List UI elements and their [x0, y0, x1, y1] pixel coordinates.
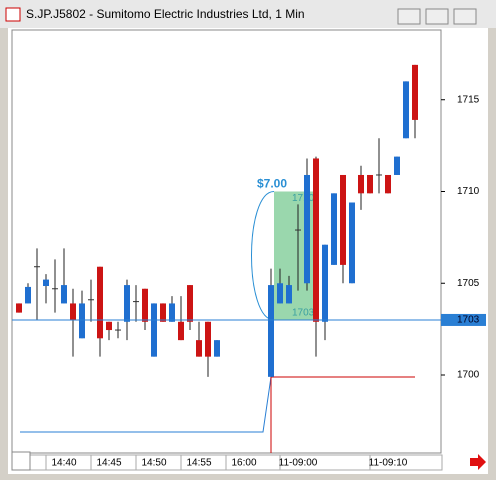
measure-end-label: 1710 — [292, 193, 315, 204]
candle-body — [88, 299, 94, 301]
window-title: S.JP.J5802 - Sumitomo Electric Industrie… — [26, 7, 305, 21]
candle-body — [313, 158, 319, 322]
candle-body — [322, 244, 328, 322]
candle-body — [151, 303, 157, 357]
candle-body — [16, 303, 22, 313]
level-label-box — [441, 313, 486, 326]
candle-body — [196, 340, 202, 357]
candle-body — [412, 64, 418, 120]
x-tick-label: 14:55 — [186, 458, 211, 469]
candle-body — [52, 288, 58, 290]
y-tick-label: 1715 — [457, 94, 480, 105]
candle-body — [286, 285, 292, 304]
candle-body — [34, 266, 40, 268]
x-tick-label: 11-09:00 — [279, 458, 318, 469]
candle-body — [178, 321, 184, 341]
app-icon — [5, 7, 21, 22]
indicator-line — [20, 376, 272, 433]
candle-body — [187, 285, 193, 322]
y-tick-label: 1710 — [457, 186, 480, 197]
x-tick-label: 14:50 — [141, 458, 166, 469]
plot-area — [11, 29, 442, 454]
candle-body — [268, 285, 274, 377]
candle-body — [124, 285, 130, 322]
candle-body — [160, 303, 166, 322]
candle-body — [43, 279, 49, 287]
candle-body — [115, 329, 121, 331]
candle-body — [79, 303, 85, 339]
measure-label: $7.00 — [257, 177, 287, 191]
minimize-button[interactable] — [397, 8, 421, 25]
candle-body — [394, 156, 400, 175]
candle-body — [331, 193, 337, 265]
candle-body — [358, 174, 364, 194]
candle-body — [214, 340, 220, 357]
candle-body — [106, 321, 112, 331]
candle-body — [70, 303, 76, 320]
candle-body — [142, 288, 148, 322]
candle-body — [304, 174, 310, 284]
candle-body — [367, 174, 373, 194]
candle-body — [340, 174, 346, 265]
x-tick-label: 16:00 — [231, 458, 256, 469]
candle-body — [133, 301, 139, 303]
y-tick-label: 1700 — [457, 370, 480, 381]
x-tick-label: 14:40 — [51, 458, 76, 469]
candle-body — [277, 283, 283, 304]
candle-body — [349, 202, 355, 284]
measure-start-label: 1703 — [292, 308, 315, 319]
candle-body — [385, 174, 391, 194]
candle-body — [376, 174, 382, 176]
x-tick-label: 11-09:10 — [369, 458, 408, 469]
level-label: 1703 — [457, 315, 480, 326]
y-tick-label: 1705 — [457, 278, 480, 289]
measure-arc — [251, 190, 275, 321]
scroll-arrow[interactable] — [470, 454, 486, 470]
candle-body — [25, 286, 31, 304]
candle-body — [97, 266, 103, 339]
close-button[interactable] — [453, 8, 477, 25]
x-tick-label: 14:45 — [96, 458, 121, 469]
candle-body — [403, 81, 409, 139]
candle-body — [295, 229, 301, 231]
candle-body — [169, 303, 175, 322]
candle-body — [61, 285, 67, 304]
maximize-button[interactable] — [425, 8, 449, 25]
candle-body — [205, 321, 211, 357]
corner-box[interactable] — [11, 451, 31, 471]
